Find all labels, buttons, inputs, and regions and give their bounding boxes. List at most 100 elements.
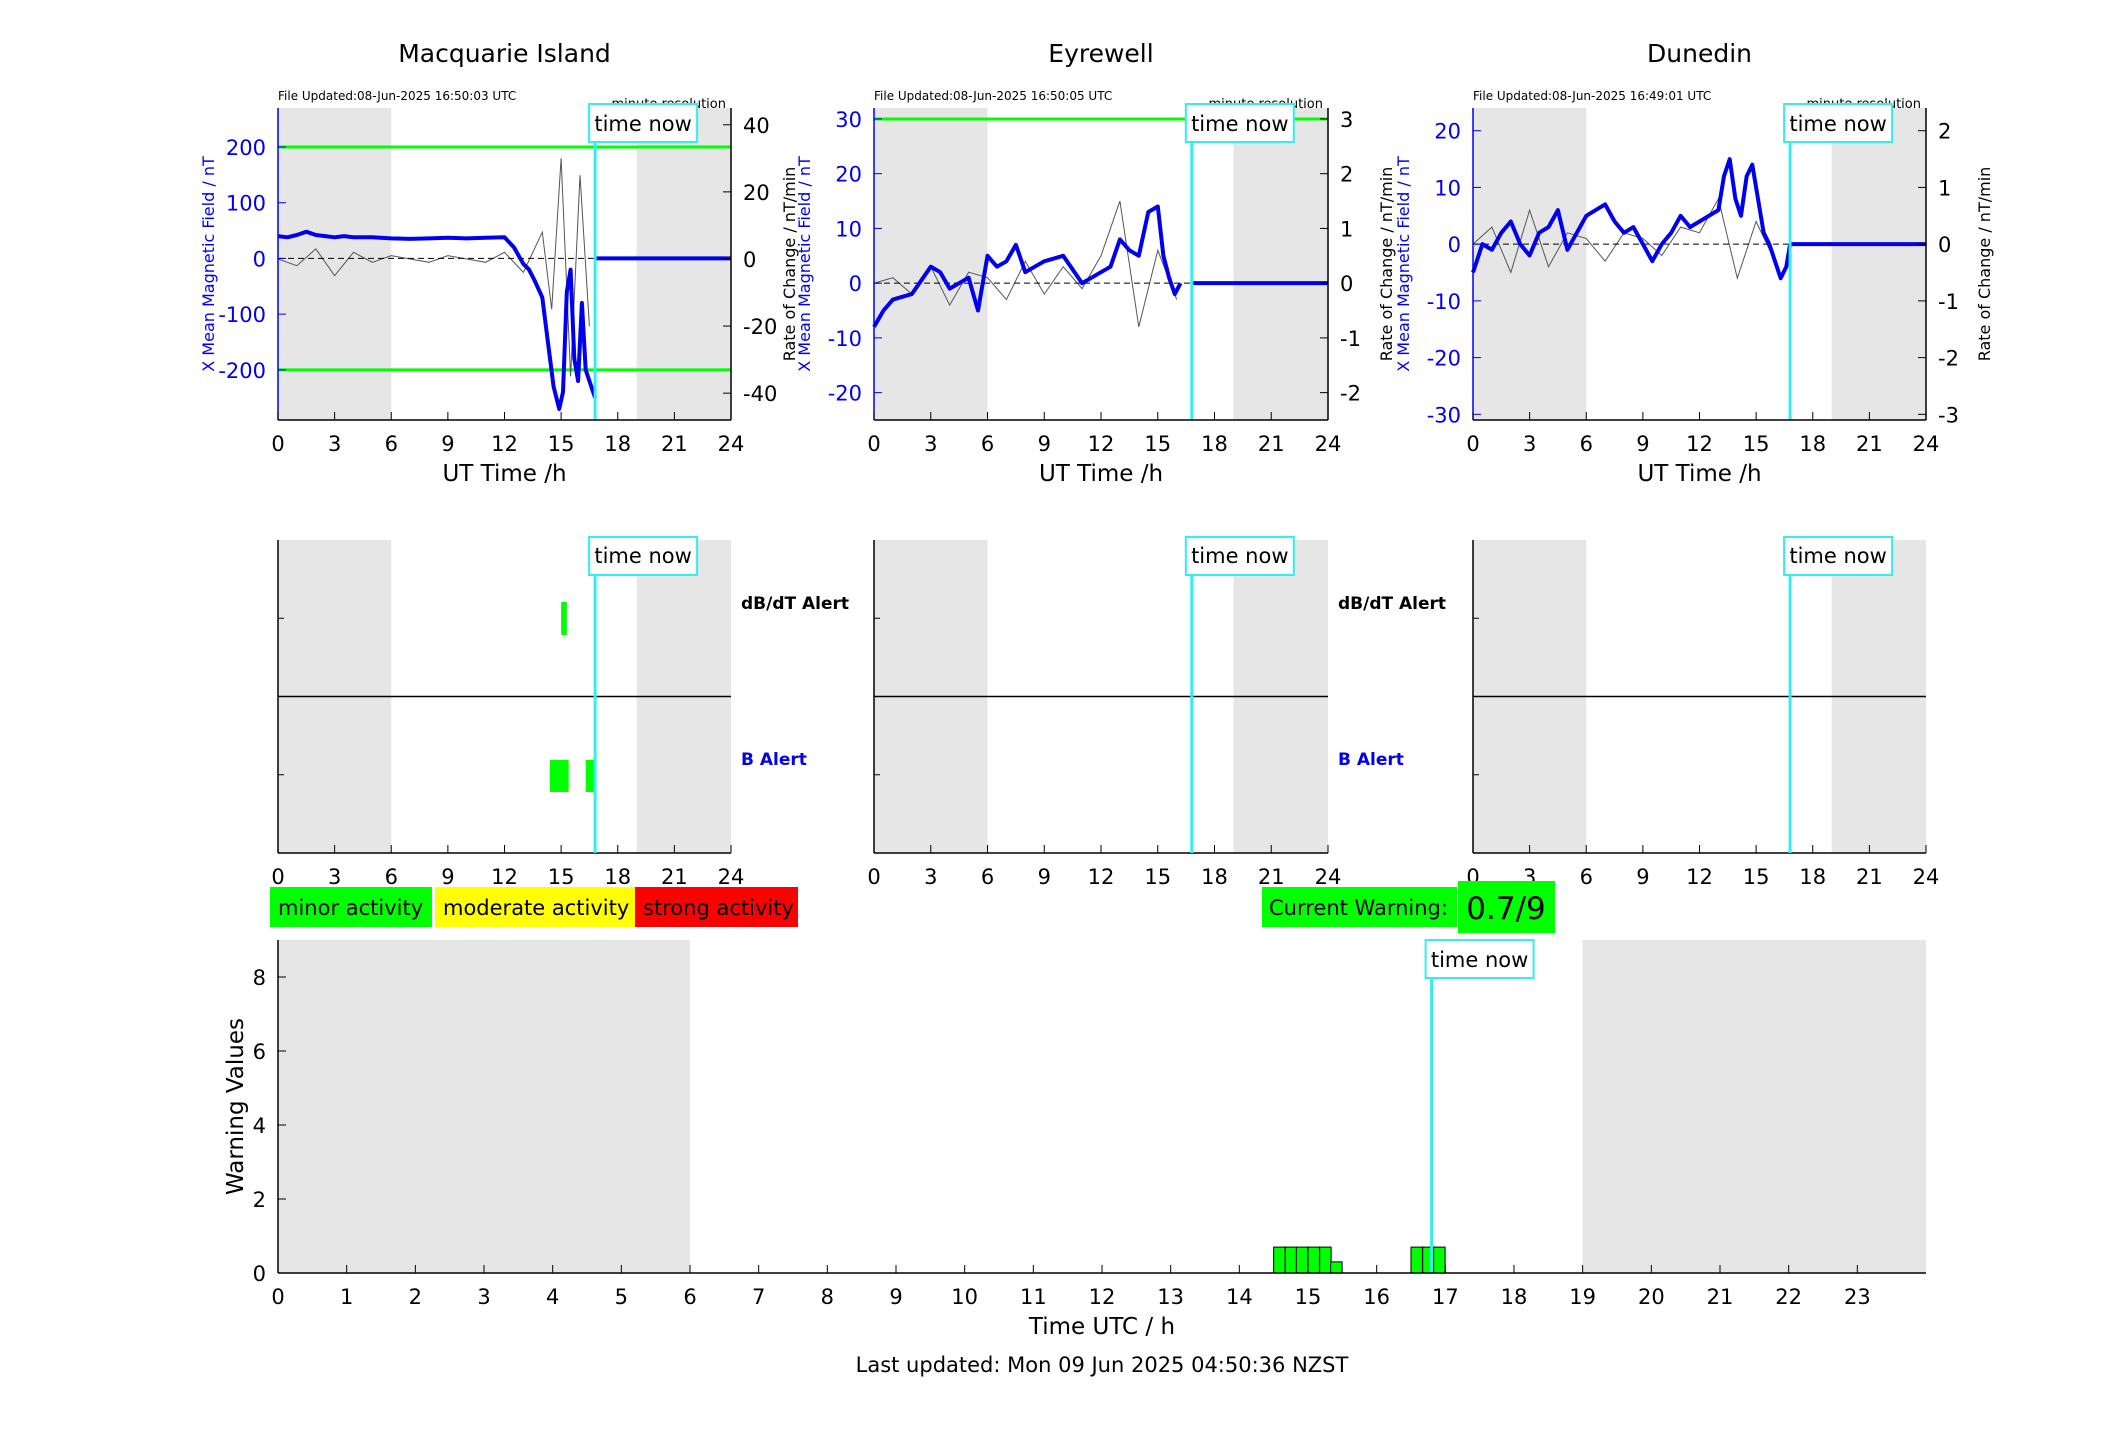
night-shade: [1582, 940, 1926, 1273]
x-tick-label: 15: [1144, 865, 1171, 889]
x-tick-label: 24: [1913, 432, 1940, 456]
x-tick-label: 21: [1856, 432, 1883, 456]
night-shade: [278, 108, 392, 420]
time-now-label: time now: [1789, 112, 1886, 136]
x-tick-label: 21: [1856, 865, 1883, 889]
x-tick-label: 20: [1638, 1285, 1665, 1309]
x-tick-label: 15: [548, 432, 575, 456]
left-tick-label: 10: [1434, 176, 1461, 200]
x-tick-label: 12: [1089, 1285, 1116, 1309]
x-tick-label: 8: [821, 1285, 834, 1309]
x-tick-label: 3: [328, 432, 341, 456]
station-title: Dunedin: [1647, 39, 1752, 68]
x-tick-label: 6: [1580, 865, 1593, 889]
x-tick-label: 16: [1363, 1285, 1390, 1309]
alert-plot-2: time now 0 3 6 9 12 15 18 21 24 dB/dT Alert B Alert: [867, 536, 1446, 889]
y-tick-label: 0: [253, 1262, 266, 1286]
x-tick-label: 3: [1523, 432, 1536, 456]
right-tick-label: 40: [743, 114, 770, 138]
current-warning-value-box: [1458, 881, 1555, 933]
night-shade: [1473, 108, 1587, 420]
y-tick-label: 2: [253, 1188, 266, 1212]
x-tick-label: 9: [441, 432, 454, 456]
right-tick-label: 0: [743, 248, 756, 272]
x-tick-label: 9: [1636, 432, 1649, 456]
time-now-box: [1184, 103, 1295, 143]
x-tick-label: 21: [1707, 1285, 1734, 1309]
x-tick-label: 24: [1315, 432, 1342, 456]
left-tick-label: 0: [1448, 233, 1461, 257]
x-tick-label: 12: [491, 865, 518, 889]
x-tick-label: 15: [1743, 865, 1770, 889]
x-tick-label: 11: [1020, 1285, 1047, 1309]
x-tick-label: 4: [546, 1285, 559, 1309]
right-tick-label: 2: [1938, 120, 1951, 144]
x-tick-label: 6: [981, 432, 994, 456]
x-tick-label: 24: [718, 865, 745, 889]
x-tick-label: 1: [340, 1285, 353, 1309]
left-y-axis-label: X Mean Magnetic Field / nT: [1394, 156, 1413, 372]
right-tick-label: 0: [1340, 272, 1353, 296]
left-tick-label: -20: [828, 382, 862, 406]
b-alert-bar: [585, 760, 596, 792]
minor-activity-label: minor activity: [278, 896, 423, 920]
warning-bar: [1410, 1246, 1423, 1274]
moderate-activity-swatch: [435, 887, 637, 927]
x-tick-label: 15: [1144, 432, 1171, 456]
x-tick-label: 12: [491, 432, 518, 456]
b-alert-label: B Alert: [741, 750, 807, 770]
field-plot-1: Macquarie Island File Updated:08-Jun-2025…: [199, 39, 799, 487]
x-tick-label: 0: [867, 432, 880, 456]
x-tick-label: 15: [1743, 432, 1770, 456]
time-now-label: time now: [594, 544, 691, 568]
right-tick-label: 20: [743, 181, 770, 205]
field-plot-3: Dunedin File Updated:08-Jun-2025 16:49:01…: [1394, 39, 1994, 487]
time-now-label: time now: [1191, 544, 1288, 568]
left-tick-label: 200: [226, 136, 266, 160]
x-axis-label: UT Time /h: [442, 461, 566, 487]
right-tick-label: -3: [1938, 403, 1959, 427]
file-updated-label: File Updated:08-Jun-2025 16:50:05 UTC: [874, 89, 1112, 103]
right-tick-label: 0: [1938, 233, 1951, 257]
x-tick-label: 24: [1315, 865, 1342, 889]
warning-bar: [1284, 1246, 1298, 1274]
x-tick-label: 6: [385, 865, 398, 889]
activity-legend: minor activity moderate activity strong ac…: [270, 887, 798, 927]
time-now-box: [588, 103, 699, 143]
x-tick-label: 21: [1258, 865, 1285, 889]
left-tick-label: 0: [253, 247, 266, 271]
right-tick-label: 1: [1938, 176, 1951, 200]
strong-activity-swatch: [635, 887, 798, 927]
x-tick-label: 13: [1157, 1285, 1184, 1309]
x-tick-label: 21: [661, 865, 688, 889]
time-now-label: time now: [594, 112, 691, 136]
x-tick-label: 21: [661, 432, 688, 456]
warning-bar: [1295, 1246, 1309, 1274]
time-now-label: time now: [1789, 544, 1886, 568]
night-shade: [1831, 108, 1926, 420]
field-trace: [1471, 157, 1793, 281]
right-y-axis-label: Rate of Change / nT/min: [780, 167, 799, 362]
time-now-box: [1424, 939, 1535, 979]
time-now-box: [1783, 536, 1894, 576]
b-alert-label: B Alert: [1338, 750, 1404, 770]
x-axis-label: Time UTC / h: [1028, 1314, 1175, 1340]
x-tick-label: 3: [328, 865, 341, 889]
left-y-axis-label: X Mean Magnetic Field / nT: [199, 156, 218, 372]
x-tick-label: 3: [924, 432, 937, 456]
dbdt-alert-label: dB/dT Alert: [741, 594, 849, 614]
x-tick-label: 3: [924, 865, 937, 889]
field-plot-2: Eyrewell File Updated:08-Jun-2025 16:50:0…: [795, 39, 1396, 487]
right-tick-label: -1: [1340, 327, 1361, 351]
x-tick-label: 6: [981, 865, 994, 889]
x-tick-label: 6: [683, 1285, 696, 1309]
right-tick-label: -2: [1938, 347, 1959, 371]
y-axis-label: Warning Values: [223, 1018, 249, 1195]
left-tick-label: 0: [849, 272, 862, 296]
y-tick-label: 8: [253, 966, 266, 990]
x-tick-label: 17: [1432, 1285, 1459, 1309]
x-tick-label: 18: [604, 865, 631, 889]
current-warning-label: Current Warning:: [1269, 896, 1448, 920]
